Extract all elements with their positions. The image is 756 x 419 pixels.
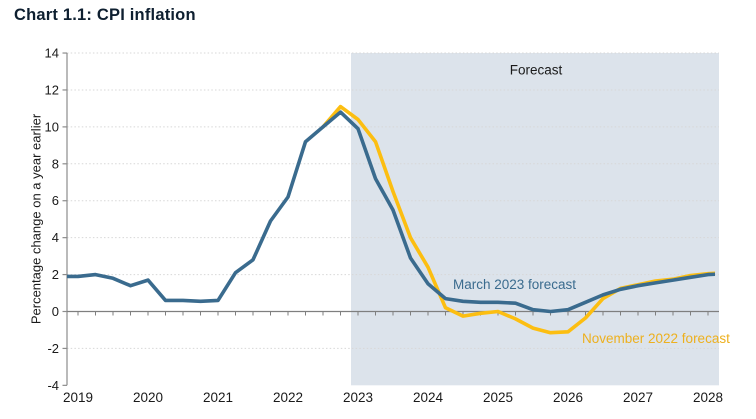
y-tick-label: 10 [45,119,59,134]
y-tick-label: 2 [52,267,59,282]
y-tick-label: 8 [52,156,59,171]
forecast-region-label: Forecast [509,62,563,78]
y-tick-label: 6 [52,193,59,208]
x-tick-label: 2027 [623,390,653,405]
x-tick-label: 2019 [63,390,93,405]
y-tick-label: -4 [47,378,59,393]
y-tick-label: -2 [47,341,59,356]
x-tick-label: 2021 [203,390,233,405]
page-title: Chart 1.1: CPI inflation [14,6,196,24]
y-tick-label: 0 [52,304,59,319]
x-tick-label: 2022 [273,390,303,405]
x-tick-label: 2025 [483,390,513,405]
legend-november-2022-forecast: November 2022 forecast [582,331,730,346]
y-tick-label: 4 [52,230,59,245]
y-axis-title: Percentage change on a year earlier [28,113,44,325]
x-tick-label: 2028 [693,390,723,405]
x-tick-label: 2024 [413,390,444,405]
x-tick-label: 2023 [343,390,373,405]
legend-march-2023-forecast: March 2023 forecast [453,277,577,292]
x-tick-label: 2020 [133,390,163,405]
y-tick-label: 12 [45,82,59,97]
x-tick-label: 2026 [553,390,583,405]
y-tick-label: 14 [45,46,59,61]
series-line-march-2023-forecast [67,110,715,314]
